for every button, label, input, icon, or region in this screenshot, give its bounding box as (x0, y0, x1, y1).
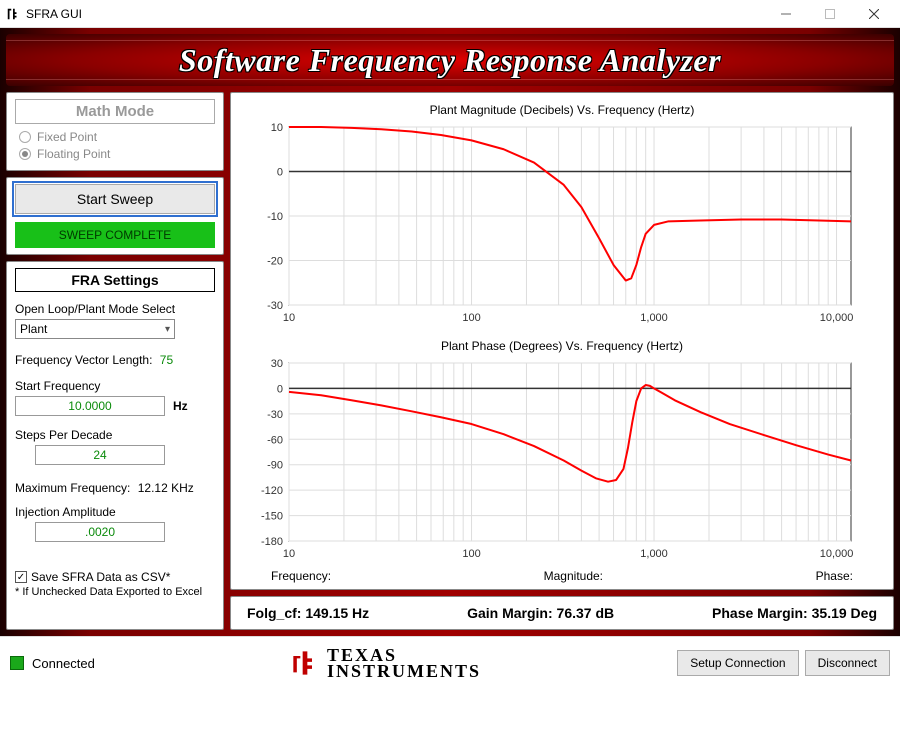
math-mode-radio[interactable]: Fixed Point (19, 130, 211, 144)
csv-note: * If Unchecked Data Exported to Excel (15, 586, 215, 598)
math-mode-panel: Math Mode Fixed Point Floating Point (6, 92, 224, 171)
csv-checkbox[interactable]: ✓ (15, 571, 27, 583)
max-freq-label: Maximum Frequency: (15, 481, 130, 495)
maximize-button[interactable] (808, 0, 852, 28)
phase-margin-readout: Phase Margin: 35.19 Deg (712, 605, 877, 621)
svg-text:-150: -150 (261, 511, 283, 523)
radio-label: Floating Point (37, 147, 110, 161)
svg-text:10: 10 (271, 122, 283, 134)
ti-logo: TEXASINSTRUMENTS (291, 647, 481, 679)
svg-text:-90: -90 (267, 460, 283, 472)
setup-connection-button[interactable]: Setup Connection (677, 650, 798, 676)
phase-chart: -180 -150 -120 -90 -60 -30 0 30 10 100 1,000 10,000 (241, 355, 861, 565)
svg-text:0: 0 (277, 383, 283, 395)
fra-settings-panel: FRA Settings Open Loop/Plant Mode Select… (6, 261, 224, 630)
inj-label: Injection Amplitude (15, 505, 215, 519)
svg-text:10: 10 (283, 312, 295, 324)
freq-vec-value: 75 (160, 353, 173, 367)
footer: Connected TEXASINSTRUMENTS Setup Connect… (0, 636, 900, 687)
folg-readout: Folg_cf: 149.15 Hz (247, 605, 369, 621)
freq-vec-label: Frequency Vector Length: (15, 353, 152, 367)
math-mode-title: Math Mode (15, 99, 215, 124)
max-freq-value: 12.12 KHz (138, 481, 194, 495)
gain-margin-readout: Gain Margin: 76.37 dB (467, 605, 614, 621)
svg-text:0: 0 (277, 167, 283, 179)
ti-chip-icon (291, 649, 319, 677)
start-freq-unit: Hz (173, 399, 188, 413)
disconnect-button[interactable]: Disconnect (805, 650, 890, 676)
sweep-panel: Start Sweep SWEEP COMPLETE (6, 177, 224, 255)
window-title: SFRA GUI (26, 7, 82, 21)
math-mode-radio[interactable]: Floating Point (19, 147, 211, 161)
minimize-button[interactable] (764, 0, 808, 28)
close-button[interactable] (852, 0, 896, 28)
connection-status: Connected (32, 656, 95, 671)
charts-panel: Plant Magnitude (Decibels) Vs. Frequency… (230, 92, 894, 590)
fra-settings-title: FRA Settings (15, 268, 215, 292)
connection-indicator-icon (10, 656, 24, 670)
svg-text:-20: -20 (267, 256, 283, 268)
svg-text:-10: -10 (267, 211, 283, 223)
svg-text:10,000: 10,000 (820, 312, 854, 324)
svg-text:1,000: 1,000 (640, 548, 668, 560)
start-freq-input[interactable] (15, 396, 165, 416)
titlebar: SFRA GUI (0, 0, 900, 28)
svg-text:30: 30 (271, 358, 283, 370)
svg-text:-180: -180 (261, 536, 283, 548)
start-sweep-button[interactable]: Start Sweep (15, 184, 215, 214)
svg-text:-60: -60 (267, 434, 283, 446)
app-banner: Software Frequency Response Analyzer (6, 34, 894, 86)
mag-chart-title: Plant Magnitude (Decibels) Vs. Frequency… (241, 103, 883, 117)
svg-text:100: 100 (462, 548, 480, 560)
readout-freq: Frequency: (271, 569, 331, 583)
mode-select[interactable]: Plant ▾ (15, 319, 175, 339)
readout-mag: Magnitude: (544, 569, 603, 583)
svg-text:-30: -30 (267, 409, 283, 421)
radio-icon (19, 148, 31, 160)
svg-text:100: 100 (462, 312, 480, 324)
readout-phase: Phase: (816, 569, 853, 583)
steps-label: Steps Per Decade (15, 428, 215, 442)
steps-input[interactable] (35, 445, 165, 465)
start-freq-label: Start Frequency (15, 379, 215, 393)
svg-text:10,000: 10,000 (820, 548, 854, 560)
mode-select-value: Plant (20, 322, 47, 336)
margins-panel: Folg_cf: 149.15 Hz Gain Margin: 76.37 dB… (230, 596, 894, 630)
radio-label: Fixed Point (37, 130, 97, 144)
mode-select-label: Open Loop/Plant Mode Select (15, 302, 215, 316)
svg-text:-120: -120 (261, 485, 283, 497)
radio-icon (19, 131, 31, 143)
inj-input[interactable] (35, 522, 165, 542)
csv-label: Save SFRA Data as CSV* (31, 570, 170, 584)
banner-title: Software Frequency Response Analyzer (179, 42, 721, 79)
sweep-status: SWEEP COMPLETE (15, 222, 215, 248)
chevron-down-icon: ▾ (165, 324, 170, 335)
phase-chart-title: Plant Phase (Degrees) Vs. Frequency (Her… (241, 339, 883, 353)
svg-text:-30: -30 (267, 300, 283, 312)
magnitude-chart: -30 -20 -10 0 10 10 100 1,000 10,000 (241, 119, 861, 329)
svg-text:1,000: 1,000 (640, 312, 668, 324)
svg-text:10: 10 (283, 548, 295, 560)
app-icon (6, 7, 20, 21)
